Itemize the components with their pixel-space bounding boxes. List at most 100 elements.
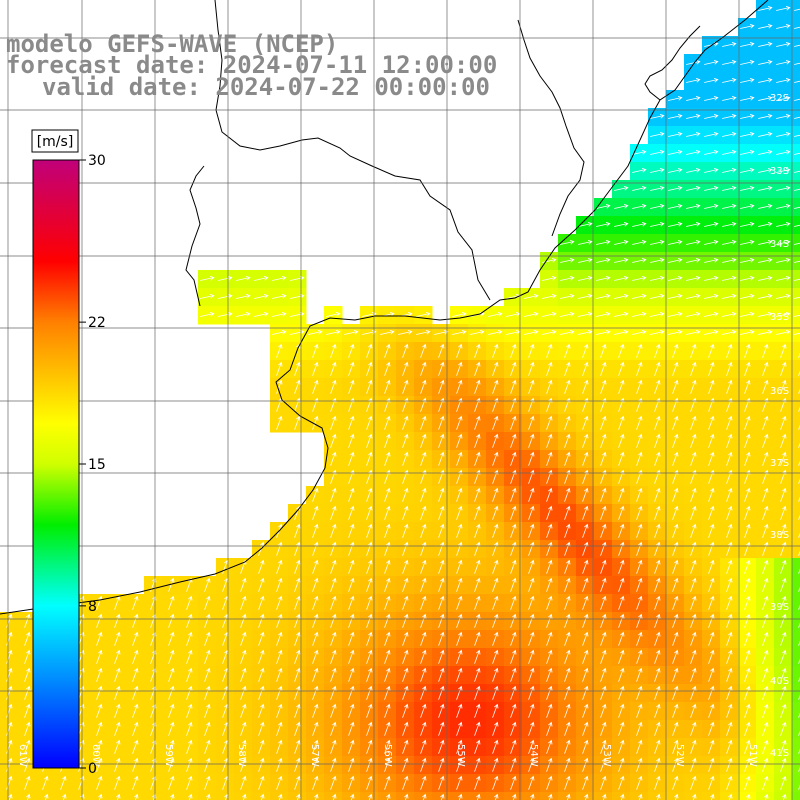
wind-arrow — [186, 631, 193, 646]
wind-arrow — [456, 343, 463, 358]
wind-arrow — [690, 613, 697, 628]
wind-arrow — [758, 42, 773, 47]
river-line — [185, 165, 205, 307]
wind-arrow — [510, 559, 517, 574]
wind-arrow — [384, 775, 391, 790]
wind-speed-cell — [792, 558, 800, 577]
wind-arrow — [242, 793, 247, 800]
wind-arrow — [650, 276, 665, 281]
wind-arrow — [618, 631, 625, 646]
wind-arrow — [546, 505, 553, 520]
wind-arrow — [704, 150, 719, 155]
wind-arrow — [168, 685, 175, 700]
wind-arrow — [776, 114, 791, 119]
wind-arrow — [668, 204, 683, 209]
wind-arrow — [258, 649, 265, 664]
wind-arrow — [794, 206, 800, 209]
wind-arrow — [582, 667, 589, 682]
wind-arrow — [510, 775, 517, 790]
wind-arrow — [294, 703, 301, 718]
wind-arrow — [402, 613, 409, 628]
wind-arrow — [44, 793, 49, 800]
wind-arrow — [420, 595, 427, 610]
wind-arrow — [348, 739, 355, 754]
latitude-label: 39S — [770, 602, 789, 613]
wind-arrow — [402, 721, 409, 736]
wind-arrow — [366, 775, 373, 790]
wind-arrow — [530, 793, 535, 800]
wind-arrow — [348, 775, 355, 790]
wind-arrow — [600, 487, 607, 502]
wind-arrow — [618, 649, 625, 664]
wind-arrow — [206, 793, 211, 800]
wind-speed-cell — [792, 144, 800, 163]
wind-arrow — [686, 276, 701, 281]
wind-arrow — [132, 649, 139, 664]
wind-arrow — [618, 433, 625, 448]
wind-arrow — [636, 613, 643, 628]
wind-arrow — [672, 775, 679, 790]
wind-arrow — [420, 739, 427, 754]
wind-arrow — [404, 793, 409, 800]
wind-arrow — [294, 379, 301, 394]
wind-arrow — [564, 595, 571, 610]
wind-speed-cell — [792, 576, 800, 595]
wind-arrow — [780, 361, 787, 376]
wind-arrow — [656, 793, 661, 800]
wind-arrow — [24, 721, 31, 736]
wind-arrow — [744, 739, 751, 754]
wind-arrow — [722, 96, 737, 101]
wind-arrow — [708, 775, 715, 790]
wind-arrow — [794, 278, 800, 281]
wind-arrow — [186, 595, 193, 610]
wind-arrow — [186, 667, 193, 682]
wind-arrow — [668, 240, 683, 245]
wind-speed-cell — [792, 72, 800, 91]
wind-arrow — [330, 415, 337, 430]
wind-arrow — [366, 541, 373, 556]
wind-arrow — [686, 312, 701, 317]
wind-arrow — [492, 379, 499, 394]
wind-arrow — [690, 757, 697, 772]
wind-arrow — [726, 775, 733, 790]
wind-arrow — [456, 523, 463, 538]
wind-arrow — [762, 685, 769, 700]
wind-arrow — [458, 793, 463, 800]
wind-arrow — [528, 577, 535, 592]
wind-arrow — [474, 559, 481, 574]
wind-arrow — [600, 613, 607, 628]
wind-arrow — [668, 258, 683, 263]
wind-arrow — [650, 168, 665, 173]
wind-arrow — [794, 8, 800, 11]
wind-arrow — [636, 631, 643, 646]
wind-arrow — [276, 631, 283, 646]
wind-arrow — [152, 793, 157, 800]
wind-arrow — [722, 168, 737, 173]
wind-speed-cell — [792, 342, 800, 361]
wind-arrow — [672, 415, 679, 430]
wind-arrow — [722, 204, 737, 209]
wind-arrow — [366, 559, 373, 574]
wind-arrow — [686, 114, 701, 119]
coastline-layer — [0, 0, 769, 615]
wind-arrow — [740, 114, 755, 119]
wind-arrow — [726, 541, 733, 556]
wind-arrow — [528, 451, 535, 466]
wind-arrow — [188, 793, 193, 800]
wind-arrow — [114, 685, 121, 700]
wind-arrow — [744, 631, 751, 646]
wind-arrow — [780, 757, 787, 772]
wind-arrow — [542, 258, 557, 263]
wind-arrow — [776, 96, 791, 101]
wind-arrow — [776, 132, 791, 137]
wind-arrow — [582, 685, 589, 700]
wind-arrow — [654, 505, 661, 520]
wind-arrow — [312, 649, 319, 664]
wind-arrow — [618, 613, 625, 628]
wind-arrow — [776, 330, 791, 335]
wind-arrow — [438, 379, 445, 394]
wind-arrow — [546, 595, 553, 610]
wind-arrow — [740, 312, 755, 317]
wind-arrow — [686, 168, 701, 173]
wind-arrow — [492, 721, 499, 736]
